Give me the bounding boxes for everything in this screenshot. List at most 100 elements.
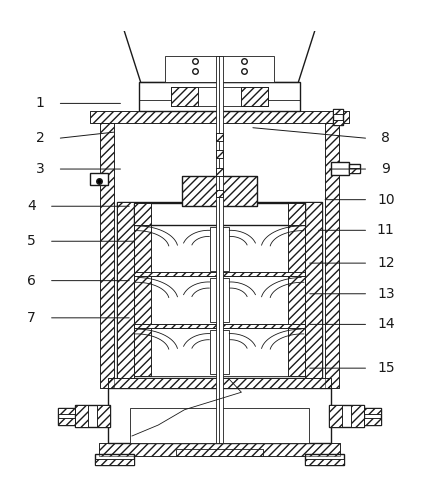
Bar	[134, 328, 150, 376]
Bar	[171, 87, 267, 106]
Bar	[95, 454, 134, 466]
Bar	[90, 111, 348, 123]
Bar	[134, 324, 304, 328]
Bar	[57, 408, 75, 414]
Bar	[215, 168, 223, 175]
Bar	[117, 202, 134, 378]
Bar	[215, 56, 223, 442]
Text: 15: 15	[376, 361, 394, 375]
Bar	[215, 150, 223, 158]
Bar	[134, 328, 304, 376]
Bar	[304, 202, 321, 378]
Text: 14: 14	[376, 318, 394, 332]
Bar	[325, 123, 338, 388]
Bar	[134, 272, 304, 276]
Bar	[363, 408, 381, 425]
Bar	[75, 406, 88, 427]
Bar	[288, 202, 304, 224]
Bar	[215, 168, 223, 175]
Bar	[209, 330, 229, 374]
Bar	[288, 328, 304, 376]
Bar	[288, 328, 304, 376]
Bar	[134, 202, 304, 224]
Bar	[130, 408, 308, 442]
Bar	[215, 190, 223, 198]
Bar	[332, 108, 342, 114]
Bar	[95, 458, 134, 466]
Bar	[57, 418, 75, 425]
Text: 3: 3	[35, 162, 44, 176]
Text: 1: 1	[35, 96, 44, 110]
Bar	[332, 120, 342, 126]
Bar	[108, 388, 330, 442]
Bar	[134, 276, 304, 324]
Bar	[100, 123, 113, 388]
Bar	[97, 406, 110, 427]
Bar	[117, 202, 321, 378]
Bar	[100, 123, 113, 388]
Bar	[57, 408, 75, 414]
Text: 7: 7	[27, 311, 35, 325]
Text: 6: 6	[27, 274, 35, 287]
Bar	[363, 418, 381, 425]
Text: 13: 13	[376, 287, 394, 301]
Bar	[241, 87, 267, 106]
Bar	[215, 132, 223, 140]
Bar	[215, 132, 223, 140]
Bar	[134, 224, 150, 273]
Bar	[350, 406, 363, 427]
Bar	[138, 82, 300, 111]
Bar	[332, 120, 342, 126]
Bar	[288, 276, 304, 324]
Bar	[288, 202, 304, 224]
Bar	[215, 190, 223, 198]
Bar	[363, 408, 381, 414]
Bar	[182, 176, 219, 206]
Bar	[90, 173, 108, 185]
Bar	[57, 408, 75, 425]
Bar	[171, 87, 197, 106]
Bar	[288, 224, 304, 273]
Bar	[57, 418, 75, 425]
Bar	[288, 224, 304, 273]
Bar	[134, 202, 150, 224]
Bar	[330, 162, 348, 174]
Text: 10: 10	[376, 192, 394, 206]
Bar	[97, 406, 110, 427]
Bar	[108, 378, 330, 388]
Bar	[363, 418, 381, 425]
Text: 12: 12	[376, 256, 394, 270]
Bar	[117, 202, 134, 378]
Bar	[108, 378, 330, 388]
Bar	[241, 87, 267, 106]
Bar	[304, 454, 343, 466]
Bar	[164, 56, 274, 82]
Bar	[328, 406, 341, 427]
Bar	[134, 202, 150, 224]
Bar	[219, 176, 256, 206]
Bar	[175, 449, 263, 456]
Text: 8: 8	[381, 132, 389, 145]
Bar	[304, 458, 343, 466]
Bar	[288, 276, 304, 324]
Text: 2: 2	[35, 132, 44, 145]
Bar	[134, 276, 150, 324]
Bar	[215, 150, 223, 158]
Bar	[95, 458, 134, 466]
Text: 11: 11	[376, 224, 394, 237]
Bar	[304, 202, 321, 378]
Bar	[90, 111, 348, 123]
Bar	[348, 168, 359, 172]
Text: 5: 5	[27, 234, 35, 248]
Bar	[348, 168, 359, 172]
Bar	[134, 272, 304, 276]
Bar	[134, 224, 150, 273]
Bar	[75, 406, 110, 427]
Bar	[182, 176, 256, 206]
Bar	[363, 408, 381, 414]
Polygon shape	[123, 28, 315, 82]
Text: 9: 9	[381, 162, 389, 176]
Bar	[332, 108, 342, 114]
Bar	[332, 108, 342, 126]
Bar	[328, 406, 363, 427]
